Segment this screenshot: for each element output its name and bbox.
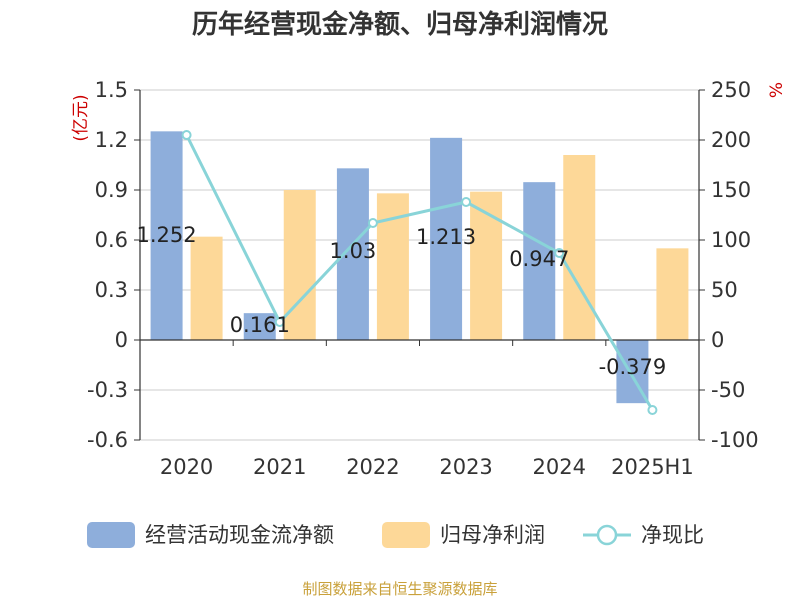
ratio-point (647, 405, 658, 415)
cashflow-bar (523, 182, 556, 340)
legend: 经营活动现金流净额 归母净利润 净现比 (87, 522, 704, 548)
gridlines (140, 89, 699, 441)
left-tick-label: 1.5 (95, 78, 128, 102)
legend-label-cashflow: 经营活动现金流净额 (145, 523, 334, 547)
left-axis-unit: (亿元) (71, 94, 91, 141)
ratio-point (181, 130, 192, 140)
legend-label-net-profit: 归母净利润 (440, 523, 545, 547)
cashflow-data-label: 0.161 (230, 313, 290, 337)
right-axis-unit: % (767, 82, 787, 98)
left-tick-label: 0 (115, 328, 128, 352)
left-tick-label: 0.3 (95, 278, 128, 302)
ratio-line-path (185, 134, 654, 411)
left-tick-label: -0.3 (87, 378, 128, 402)
x-tick-label: 2025H1 (611, 455, 694, 479)
cashflow-data-label: 1.252 (137, 223, 197, 247)
data-labels: 1.252 0.161 1.03 1.213 0.947 -0.379 (137, 223, 667, 379)
ratio-point (554, 248, 565, 258)
net-profit-bar (283, 190, 316, 340)
cashflow-bar (430, 137, 463, 340)
left-tick-label: 0.9 (95, 178, 128, 202)
axes (134, 89, 705, 441)
x-tick-label: 2020 (160, 455, 213, 479)
cashflow-bar (150, 131, 183, 340)
left-tick-label: 0.6 (95, 228, 128, 252)
source-note: 制图数据来自恒生聚源数据库 (302, 580, 497, 598)
bars (150, 131, 689, 404)
net-profit-bar (190, 236, 223, 340)
right-tick-label: -100 (711, 428, 759, 452)
cashflow-data-label: -0.379 (599, 355, 667, 379)
x-tick-label: 2024 (533, 455, 586, 479)
net-profit-bar (563, 155, 596, 340)
ratio-point (274, 317, 285, 327)
legend-swatch-net-profit (382, 522, 430, 548)
cashflow-data-label: 1.213 (416, 225, 476, 249)
right-tick-label: 0 (711, 328, 724, 352)
right-tick-label: 100 (711, 228, 751, 252)
legend-marker-ratio (596, 524, 618, 546)
x-tick-label: 2023 (439, 455, 492, 479)
cashflow-bar (243, 313, 276, 340)
ratio-point (367, 218, 378, 228)
tick-labels: -0.6 -0.3 0 0.3 0.6 0.9 1.2 1.5 -100 -50 0 50 100 150… (87, 78, 759, 479)
ratio-line (181, 130, 658, 415)
left-tick-label: 1.2 (95, 128, 128, 152)
legend-swatch-cashflow (87, 522, 135, 548)
right-tick-label: 50 (711, 278, 738, 302)
chart-title: 历年经营现金净额、归母净利润情况 (192, 9, 608, 40)
x-tick-label: 2021 (253, 455, 306, 479)
cashflow-data-label: 0.947 (509, 247, 569, 271)
right-tick-label: -50 (711, 378, 745, 402)
cashflow-data-label: 1.03 (330, 239, 377, 263)
right-tick-label: 150 (711, 178, 751, 202)
left-tick-label: -0.6 (87, 428, 128, 452)
net-profit-bar (656, 248, 689, 340)
net-profit-bar (470, 191, 503, 340)
right-tick-label: 200 (711, 128, 751, 152)
legend-label-ratio: 净现比 (641, 523, 704, 547)
ratio-point (461, 197, 472, 207)
right-tick-label: 250 (711, 78, 751, 102)
x-tick-label: 2022 (346, 455, 399, 479)
